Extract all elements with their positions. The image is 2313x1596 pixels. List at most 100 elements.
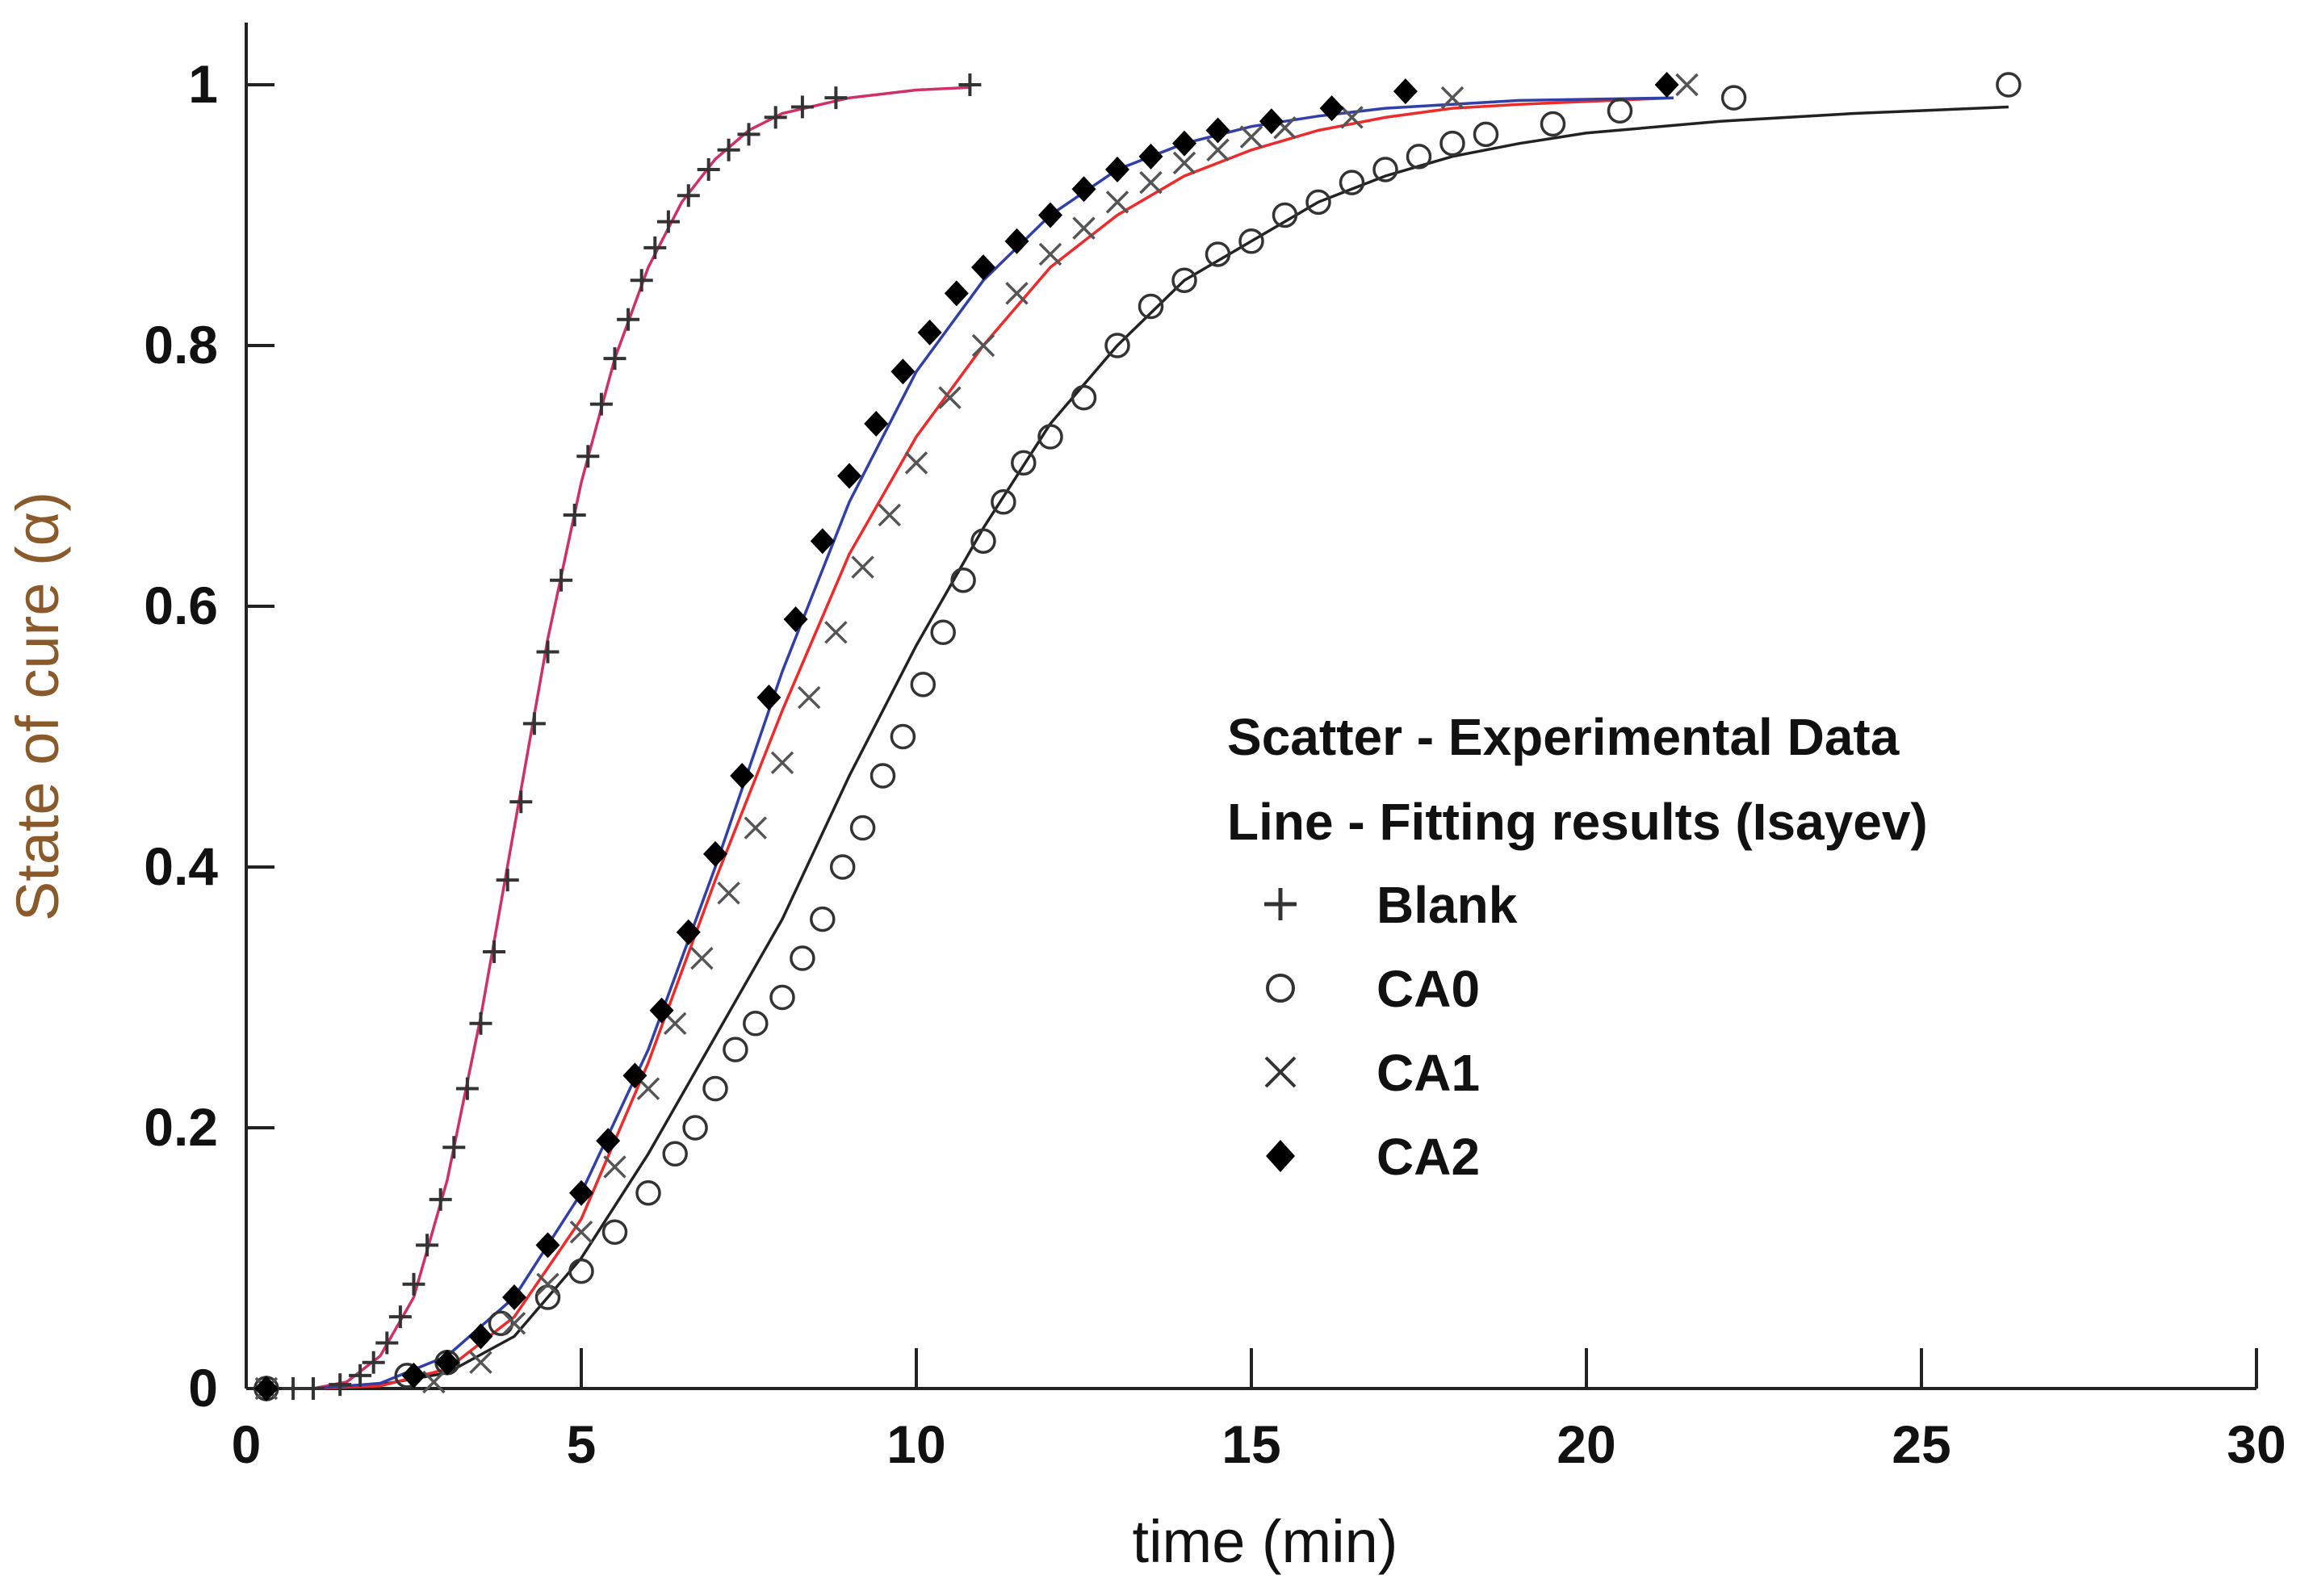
data-point-blank (402, 1272, 425, 1296)
data-point-blank (536, 640, 559, 664)
data-point-ca2 (1004, 228, 1029, 254)
data-point-blank (958, 73, 982, 96)
data-point-ca1 (422, 1370, 446, 1394)
data-point-ca1 (1072, 216, 1096, 240)
data-point-blank (617, 308, 640, 331)
data-point-ca2 (1259, 108, 1284, 135)
data-point-ca0 (702, 1075, 728, 1102)
data-point-ca2 (917, 319, 942, 346)
data-point-ca1 (569, 1220, 593, 1244)
data-point-ca0 (1071, 384, 1097, 411)
data-point-blank (416, 1234, 439, 1257)
data-point-ca1 (1239, 125, 1263, 149)
data-point-blank (282, 1377, 305, 1400)
data-point-ca0 (723, 1037, 748, 1062)
data-point-ca2 (1038, 202, 1062, 228)
data-point-blank (697, 157, 720, 181)
data-point-ca2 (1172, 130, 1196, 157)
x-tick-label: 15 (1221, 1414, 1280, 1474)
legend-label-blank: Blank (1376, 876, 1518, 934)
data-point-ca2 (569, 1179, 593, 1206)
data-point-blank (429, 1188, 452, 1211)
data-point-ca0 (1473, 121, 1499, 148)
data-point-blank (375, 1331, 399, 1355)
data-point-ca1 (536, 1272, 559, 1296)
data-point-ca0 (1406, 144, 1432, 170)
data-point-ca2 (1393, 78, 1418, 105)
data-point-ca0 (1138, 293, 1164, 320)
data-point-ca0 (1305, 189, 1331, 216)
data-point-blank (302, 1377, 325, 1400)
data-point-ca0 (488, 1310, 514, 1336)
data-point-ca1 (904, 451, 928, 475)
data-point-ca0 (950, 567, 976, 593)
data-point-blank (790, 95, 814, 119)
data-point-blank (509, 790, 533, 814)
data-point-ca2 (1205, 117, 1230, 144)
data-point-blank (717, 138, 740, 161)
data-point-ca2 (837, 463, 861, 489)
data-point-ca1 (1005, 282, 1029, 305)
data-point-ca2 (1319, 95, 1344, 122)
data-point-ca0 (769, 984, 795, 1011)
data-point-ca0 (1996, 72, 2022, 98)
data-point-ca1 (469, 1351, 492, 1374)
data-point-ca2 (890, 358, 916, 385)
axes-group (245, 23, 2258, 1390)
data-point-blank (764, 106, 787, 129)
legend-marker-cross-icon (1264, 1056, 1297, 1088)
data-point-blank (496, 869, 519, 892)
data-point-ca2 (703, 840, 727, 867)
data-point-ca0 (869, 763, 896, 789)
data-point-ca2 (435, 1349, 459, 1376)
data-point-ca1 (1038, 242, 1062, 266)
data-point-ca0 (1205, 241, 1231, 267)
data-point-blank (483, 940, 506, 963)
data-point-ca0 (1720, 85, 1747, 111)
data-point-ca2 (1105, 156, 1129, 182)
x-tick-label: 20 (1557, 1414, 1615, 1474)
data-point-ca0 (849, 815, 876, 841)
data-point-blank (455, 1077, 479, 1100)
data-point-ca1 (1105, 191, 1129, 214)
fit-lines-group (312, 86, 2009, 1390)
data-point-ca1 (690, 946, 714, 970)
data-point-ca0 (890, 723, 916, 750)
data-point-ca0 (1372, 157, 1398, 182)
legend-label-ca0: CA0 (1376, 960, 1480, 1018)
data-point-ca0 (1540, 111, 1566, 137)
data-point-ca0 (1037, 424, 1063, 450)
y-tick-label: 0.6 (144, 576, 218, 635)
y-tick-label: 0.2 (144, 1097, 218, 1157)
data-point-ca2 (649, 997, 674, 1024)
x-tick-label: 5 (567, 1414, 597, 1474)
y-tick-label: 0 (188, 1358, 218, 1418)
data-point-ca2 (622, 1062, 647, 1089)
data-point-ca0 (635, 1180, 661, 1206)
data-point-blank (677, 184, 700, 207)
data-point-ca0 (743, 1011, 769, 1037)
data-point-ca2 (1071, 176, 1096, 203)
data-point-ca1 (851, 555, 874, 579)
data-point-ca0 (810, 906, 836, 932)
data-point-ca0 (930, 619, 956, 646)
data-point-ca2 (730, 762, 755, 789)
fit-line-ca0 (312, 105, 2009, 1390)
legend-marker-circle-icon (1266, 974, 1295, 1003)
legend-label-ca2: CA2 (1376, 1128, 1480, 1186)
data-point-ca1 (797, 685, 821, 710)
x-tick-label: 0 (232, 1414, 262, 1474)
data-point-ca1 (1675, 73, 1699, 97)
data-point-ca2 (502, 1284, 526, 1310)
data-point-blank (737, 123, 761, 146)
data-point-ca2 (401, 1362, 426, 1389)
data-point-ca1 (824, 621, 848, 644)
data-point-blank (589, 392, 613, 416)
data-point-blank (656, 210, 680, 233)
y-tick-label: 0.4 (144, 836, 218, 896)
data-point-ca1 (1440, 86, 1464, 110)
data-point-ca2 (864, 410, 889, 437)
data-point-ca1 (1172, 151, 1196, 175)
fit-line-ca2 (312, 96, 1674, 1390)
